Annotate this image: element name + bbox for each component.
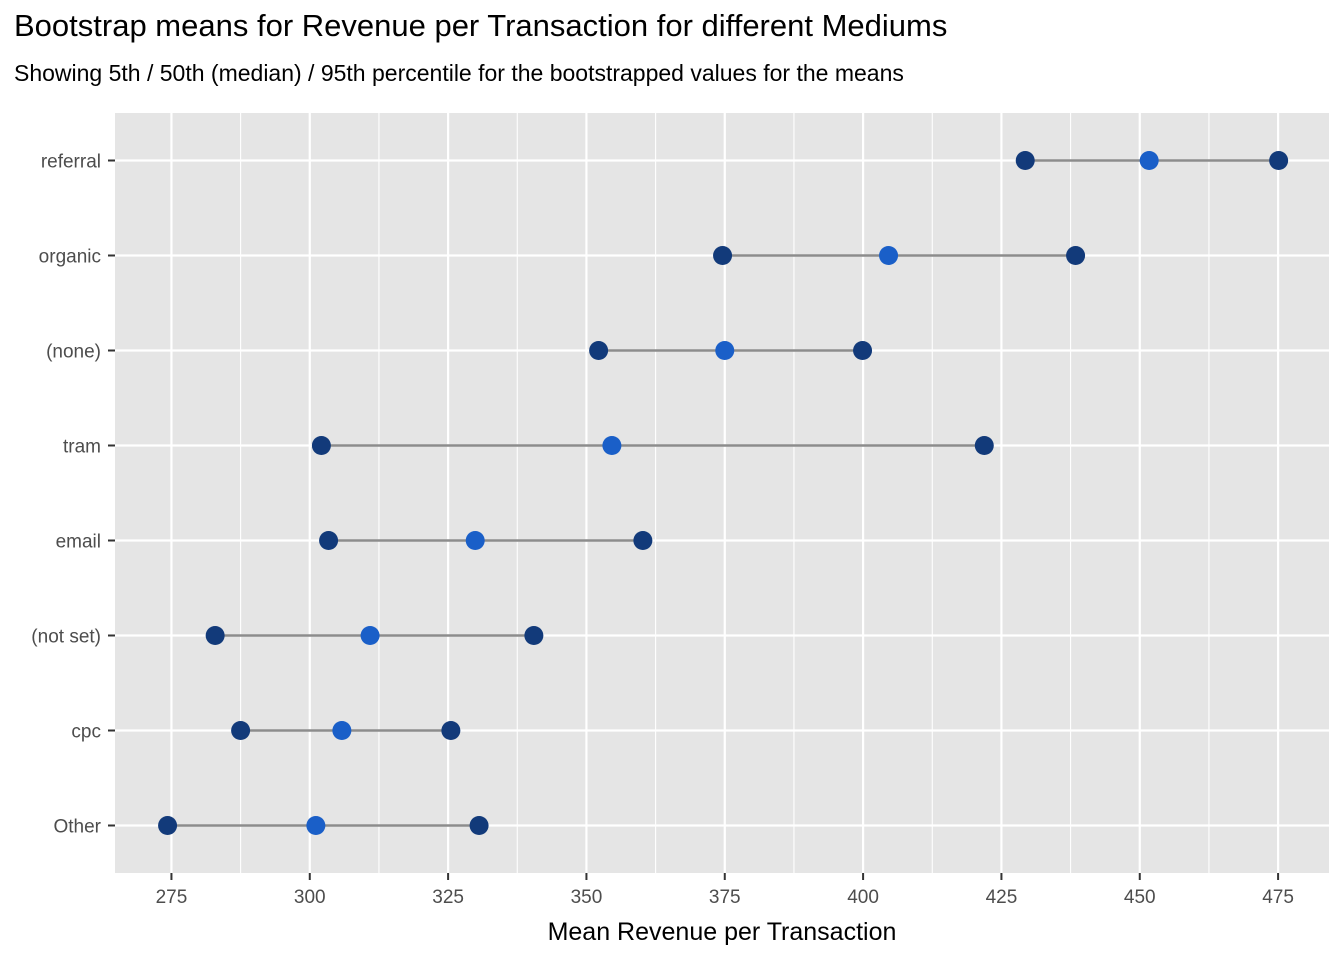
y-tick-label: (not set) xyxy=(31,627,101,648)
point-p5-organic xyxy=(713,246,733,265)
x-tick-label: 475 xyxy=(1262,887,1294,908)
point-median-Other xyxy=(306,816,326,835)
y-tick-label: tram xyxy=(63,437,101,458)
point-p5-email xyxy=(319,531,339,550)
point-median-(none) xyxy=(715,341,735,360)
point-p95-cpc xyxy=(441,721,461,740)
x-tick-label: 350 xyxy=(571,887,603,908)
x-tick-label: 375 xyxy=(709,887,741,908)
point-p5-Other xyxy=(158,816,178,835)
y-tick-label: email xyxy=(56,532,101,553)
y-tick-label: cpc xyxy=(71,722,101,743)
x-tick-label: 400 xyxy=(847,887,879,908)
point-p95-Other xyxy=(469,816,489,835)
chart-marks xyxy=(158,151,1289,835)
point-p5-cpc xyxy=(231,721,251,740)
x-tick-label: 275 xyxy=(156,887,188,908)
point-p5-(none) xyxy=(589,341,609,360)
minor-gridlines xyxy=(240,113,1210,873)
point-p95-(none) xyxy=(853,341,873,360)
point-median-(not set) xyxy=(360,626,380,645)
point-p95-(not set) xyxy=(524,626,544,645)
point-median-organic xyxy=(879,246,899,265)
x-tick-label: 425 xyxy=(986,887,1018,908)
x-tick-label: 325 xyxy=(432,887,464,908)
chart-title: Bootstrap means for Revenue per Transact… xyxy=(14,8,948,43)
y-tick-label: Other xyxy=(53,817,101,838)
point-p5-referral xyxy=(1015,151,1035,170)
point-median-cpc xyxy=(332,721,352,740)
y-tick-label: organic xyxy=(39,247,101,268)
point-median-tram xyxy=(602,436,622,455)
x-tick-label: 300 xyxy=(294,887,326,908)
point-median-email xyxy=(465,531,485,550)
y-tick-label: referral xyxy=(41,152,101,173)
x-tick-label: 450 xyxy=(1124,887,1156,908)
point-p95-referral xyxy=(1269,151,1289,170)
chart-subtitle: Showing 5th / 50th (median) / 95th perce… xyxy=(14,60,904,86)
y-tick-label: (none) xyxy=(46,342,101,363)
point-p5-(not set) xyxy=(205,626,225,645)
point-p95-tram xyxy=(974,436,994,455)
point-p5-tram xyxy=(311,436,331,455)
point-median-referral xyxy=(1139,151,1159,170)
axes: 275 300 325 350 375 400 425 450 475 referral organ… xyxy=(31,152,1294,909)
point-p95-organic xyxy=(1066,246,1086,265)
plot-panel xyxy=(115,113,1329,873)
x-axis-title: Mean Revenue per Transaction xyxy=(548,918,897,946)
point-p95-email xyxy=(633,531,653,550)
